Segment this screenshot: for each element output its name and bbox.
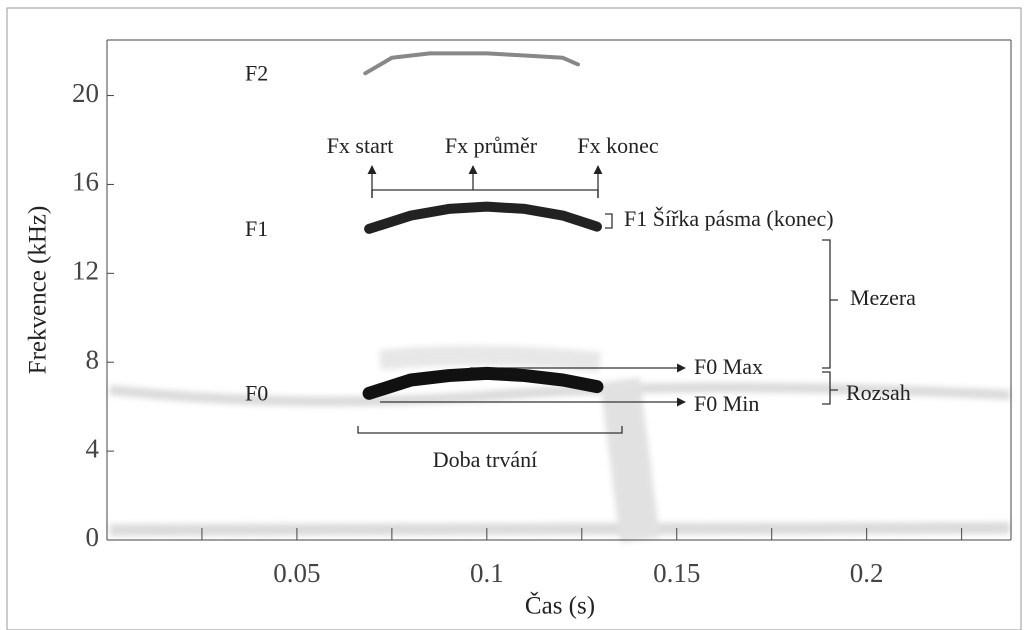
annotation: Doba trvání — [433, 447, 537, 472]
spectrogram-noise — [109, 345, 1011, 543]
y-tick-label: 16 — [72, 167, 99, 197]
y-tick-label: 12 — [72, 256, 99, 286]
annotation: Fx průměr — [445, 133, 538, 158]
annotation: Fx start — [327, 133, 394, 158]
formant-track — [363, 51, 580, 76]
series-label: F1 — [245, 216, 268, 241]
x-tick-label: 0.15 — [653, 558, 700, 588]
annotation: F1 Šířka pásma (konec) — [624, 206, 834, 231]
y-tick-label: 8 — [86, 344, 100, 374]
annotation: Rozsah — [846, 380, 911, 405]
y-tick-label: 4 — [86, 433, 100, 463]
x-tick-label: 0.05 — [273, 558, 320, 588]
y-axis-label: Frekvence (kHz) — [25, 206, 52, 375]
annotation: Fx konec — [577, 133, 659, 158]
formant-track — [362, 366, 604, 400]
series-label: F2 — [245, 60, 268, 85]
x-tick-label: 0.2 — [850, 558, 884, 588]
formant-track — [364, 201, 602, 234]
frame — [6, 7, 1022, 630]
y-tick-label: 20 — [72, 78, 99, 108]
x-tick-label: 0.1 — [470, 558, 504, 588]
annotation: F0 Min — [694, 391, 759, 416]
annotation: Mezera — [850, 285, 916, 310]
annotation: F0 Max — [694, 354, 763, 379]
y-tick-label: 0 — [86, 522, 100, 552]
series-label: F0 — [245, 380, 268, 405]
x-axis-label: Čas (s) — [525, 592, 595, 620]
